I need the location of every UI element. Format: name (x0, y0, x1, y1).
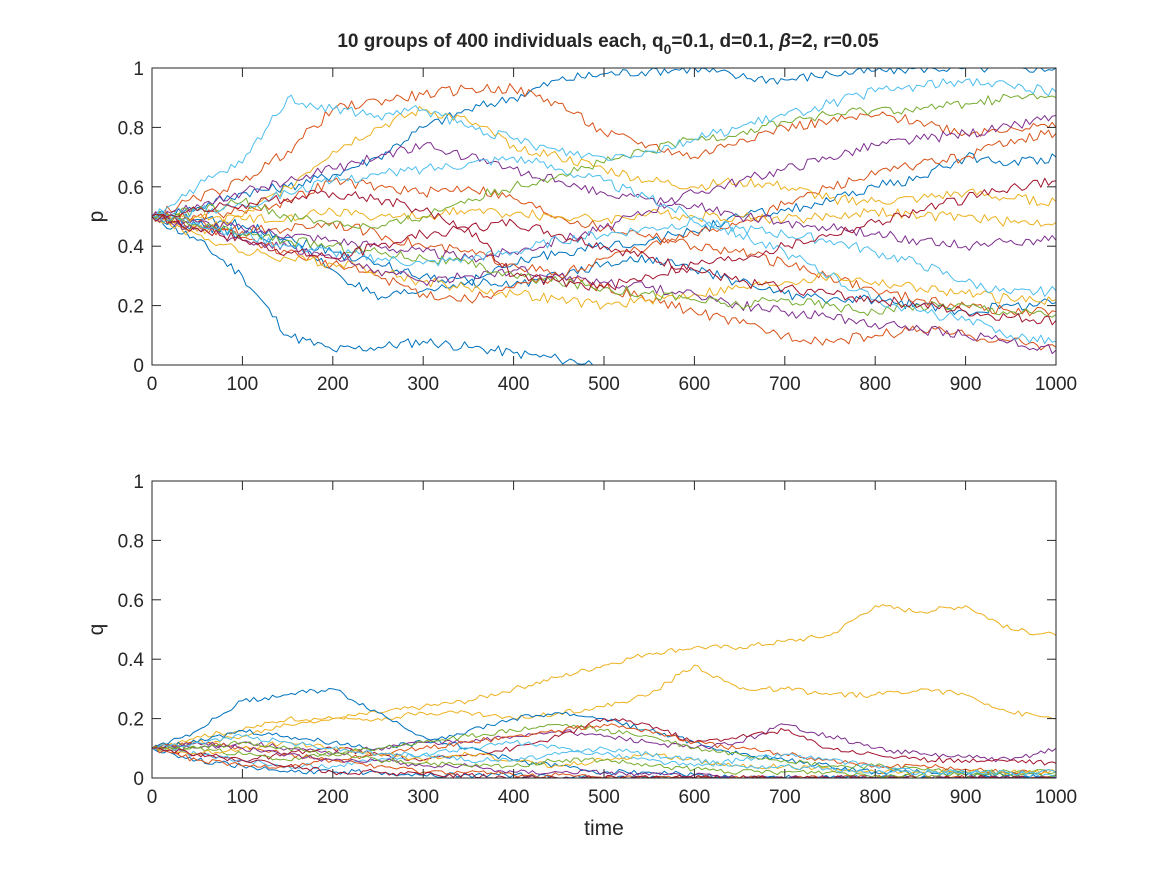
p-y-tick-label: 0.4 (118, 237, 145, 258)
p-y-tick-label: 0 (133, 356, 144, 377)
p-series-line-15 (152, 93, 1056, 229)
q-y-tick-label: 0 (133, 769, 144, 790)
q-series-group (152, 604, 1056, 778)
q-series-line-7 (152, 723, 1056, 775)
q-series-line-15 (152, 733, 1056, 776)
title-part-3: =2, r=0.05 (791, 31, 879, 52)
p-series-line-5 (152, 83, 1056, 218)
p-series-line-14 (152, 213, 1056, 355)
q-x-tick-label: 0 (147, 787, 158, 808)
p-x-tick-label: 600 (679, 374, 711, 395)
p-x-tick-label: 900 (950, 374, 982, 395)
chart-title: 10 groups of 400 individuals each, q0=0.… (337, 31, 879, 57)
p-series-line-21 (152, 213, 1056, 326)
q-x-tick-label: 400 (498, 787, 530, 808)
p-x-tick-label: 300 (407, 374, 439, 395)
p-y-tick-label: 0.6 (118, 178, 144, 199)
q-x-tick-label: 700 (769, 787, 801, 808)
p-series-line-10 (152, 106, 1056, 235)
p-series-line-20 (152, 177, 1056, 291)
title-main: 10 groups of 400 individuals each, q (337, 31, 663, 52)
p-x-tick-label: 200 (317, 374, 349, 395)
q-series-line-5 (152, 723, 1056, 763)
p-series-line-18 (152, 156, 1056, 344)
q-y-tick-label: 0.2 (118, 710, 144, 731)
p-series-group (152, 68, 1056, 365)
p-series-line-19 (152, 214, 1056, 297)
title-subscript: 0 (664, 41, 672, 57)
q-x-tick-label: 1000 (1035, 787, 1077, 808)
p-panel: 0 100 200 300 400 500 600 700 800 900 1000 0 0.2 0.4 0… (85, 59, 1077, 395)
p-x-tick-label: 0 (147, 374, 158, 395)
p-x-tick-label: 800 (859, 374, 891, 395)
q-x-tick-label: 500 (588, 787, 620, 808)
p-x-tick-label: 1000 (1035, 374, 1077, 395)
q-series-line-9 (152, 739, 1056, 778)
q-x-tick-label: 600 (679, 787, 711, 808)
q-x-tick-label: 200 (317, 787, 349, 808)
p-plot-area (152, 68, 1056, 365)
q-series-line-1 (152, 604, 1056, 749)
p-series-line-17 (152, 78, 1056, 218)
p-y-axis-label: p (85, 211, 108, 223)
p-series-line-13 (152, 115, 1056, 263)
q-x-axis-label: time (584, 817, 624, 840)
q-y-tick-label: 0.4 (118, 650, 145, 671)
q-series-line-14 (152, 740, 1056, 778)
p-x-tick-label: 700 (769, 374, 801, 395)
q-y-tick-label: 1 (133, 472, 144, 493)
title-beta: β (778, 31, 791, 52)
p-y-tick-label: 0.2 (118, 297, 144, 318)
q-panel: 0 100 200 300 400 500 600 700 800 900 1000 0 0.2 0.4 0… (85, 472, 1077, 840)
p-y-tick-label: 1 (133, 59, 144, 80)
p-x-tick-label: 100 (227, 374, 259, 395)
q-series-line-2 (152, 664, 1056, 749)
p-series-line-7 (152, 129, 1056, 304)
p-series-line-12 (152, 142, 1056, 251)
p-x-tick-label: 500 (588, 374, 620, 395)
p-series-line-1 (152, 215, 604, 365)
title-part-2: =0.1, d=0.1, (671, 31, 779, 52)
q-x-tick-label: 100 (227, 787, 259, 808)
q-y-tick-label: 0.6 (118, 591, 144, 612)
q-plot-area (152, 481, 1056, 778)
p-series-line-4 (152, 212, 1056, 316)
p-y-tick-label: 0.8 (118, 118, 144, 139)
p-series-line-9 (152, 207, 1056, 227)
q-x-tick-label: 800 (859, 787, 891, 808)
q-x-tick-label: 300 (407, 787, 439, 808)
q-y-axis-label: q (85, 624, 108, 636)
q-y-tick-label: 0.8 (118, 531, 144, 552)
q-series-line-6 (152, 718, 1056, 766)
p-x-tick-label: 400 (498, 374, 530, 395)
q-x-tick-label: 900 (950, 787, 982, 808)
p-series-line-11 (152, 216, 1056, 310)
